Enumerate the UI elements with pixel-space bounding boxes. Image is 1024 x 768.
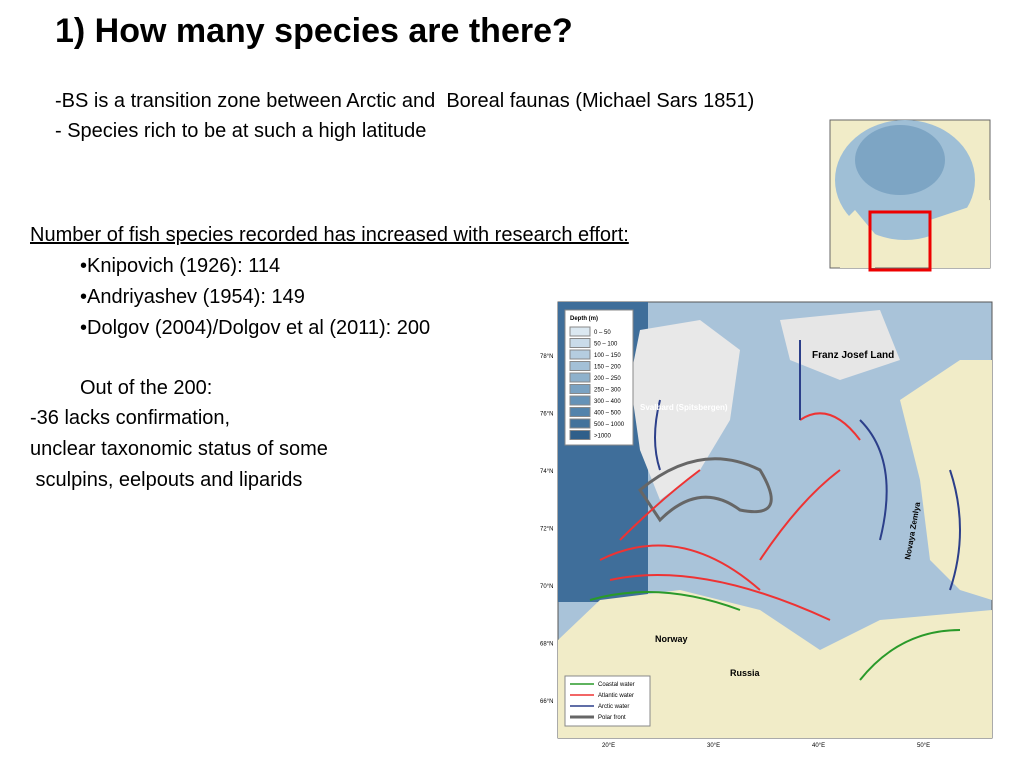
- lat-label: 72°N: [540, 527, 553, 533]
- depth-bin-label: >1000: [594, 434, 612, 440]
- lat-label: 78°N: [540, 354, 553, 360]
- current-label: Polar front: [598, 715, 626, 721]
- lon-label: 20°E: [602, 743, 615, 749]
- depth-bin-label: 500 – 1000: [594, 422, 625, 428]
- depth-bin-label: 0 – 50: [594, 330, 611, 336]
- depth-swatch: [569, 372, 591, 383]
- depth-swatch: [569, 395, 591, 406]
- depth-swatch: [569, 361, 591, 371]
- depth-bin-label: 200 – 250: [594, 376, 621, 382]
- depth-swatch: [569, 349, 591, 360]
- place-label: Norway: [655, 634, 688, 644]
- lat-label: 74°N: [540, 469, 553, 475]
- place-label: Svalbard (Spitsbergen): [640, 403, 728, 412]
- intro-line: -BS is a transition zone between Arctic …: [55, 90, 755, 112]
- record: •Knipovich (1926): 114: [80, 255, 281, 277]
- lon-label: 50°E: [917, 743, 930, 749]
- barents-sea-map: [557, 301, 993, 739]
- depth-swatch: [569, 430, 591, 440]
- lat-label: 66°N: [540, 699, 553, 705]
- place-label: Russia: [730, 668, 761, 678]
- depth-swatch: [569, 418, 591, 429]
- depth-bin-label: 150 – 200: [594, 365, 621, 371]
- depth-bin-label: 400 – 500: [594, 411, 621, 417]
- depth-bin-label: 100 – 150: [594, 353, 621, 359]
- title: 1) How many species are there?: [55, 12, 573, 50]
- depth-swatch: [569, 384, 591, 394]
- overview-map: [829, 119, 991, 272]
- lon-label: 40°E: [812, 743, 825, 749]
- depth-swatch: [569, 407, 591, 417]
- note: unclear taxonomic status of some: [30, 438, 328, 460]
- lat-label: 68°N: [540, 642, 553, 648]
- depth-bin-label: 300 – 400: [594, 399, 621, 405]
- place-label: Franz Josef Land: [812, 350, 894, 361]
- note: sculpins, eelpouts and liparids: [30, 469, 303, 491]
- current-label: Coastal water: [598, 682, 635, 688]
- depth-swatch: [569, 338, 591, 348]
- subheading: Out of the 200:: [80, 377, 213, 399]
- depth-bin-label: 50 – 100: [594, 342, 618, 348]
- depth-bin-label: 250 – 300: [594, 388, 621, 394]
- current-label: Arctic water: [598, 704, 629, 710]
- lat-label: 76°N: [540, 412, 553, 418]
- intro-line: - Species rich to be at such a high lati…: [55, 120, 427, 142]
- note: -36 lacks confirmation,: [30, 407, 231, 429]
- current-label: Atlantic water: [598, 693, 634, 699]
- depth-swatch: [569, 326, 591, 337]
- lat-label: 70°N: [540, 584, 553, 590]
- lon-label: 30°E: [707, 743, 720, 749]
- record: •Dolgov (2004)/Dolgov et al (2011): 200: [80, 317, 431, 339]
- record: •Andriyashev (1954): 149: [80, 286, 305, 308]
- heading: Number of fish species recorded has incr…: [30, 224, 629, 246]
- depth-title: Depth (m): [570, 316, 598, 322]
